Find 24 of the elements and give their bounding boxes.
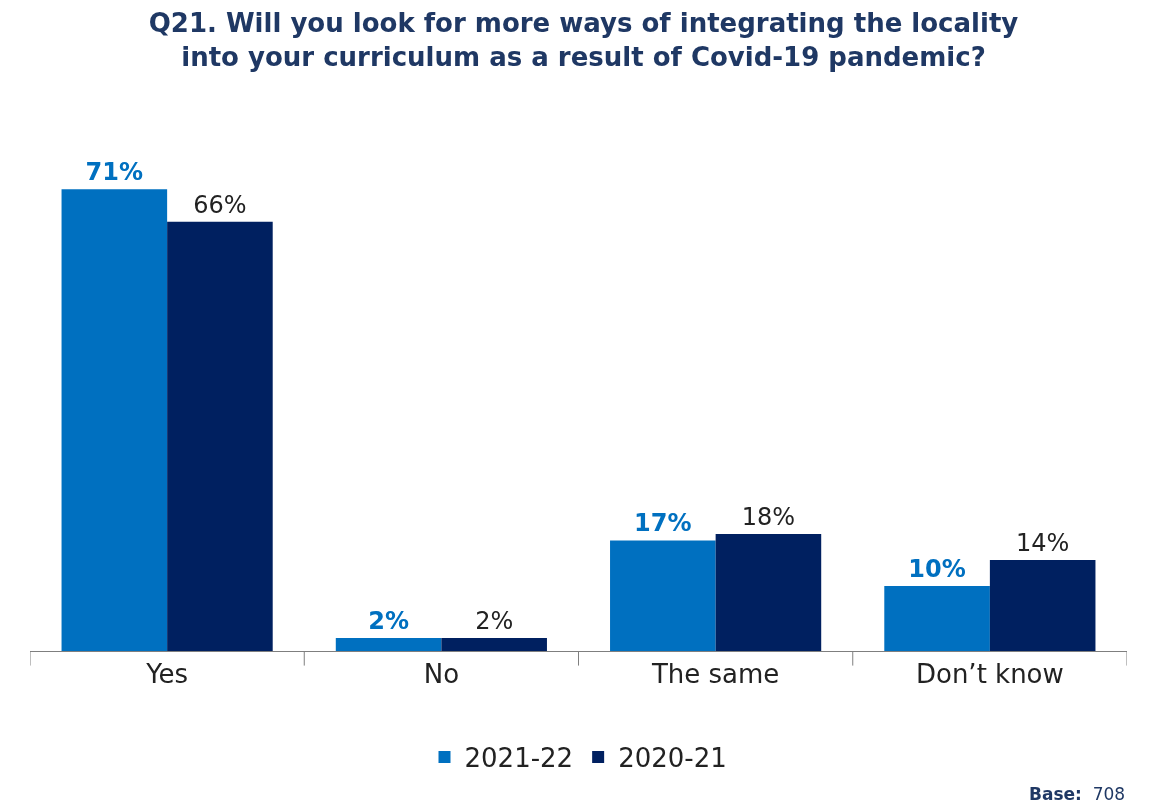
data-label: 17% <box>634 509 692 538</box>
bar <box>167 221 273 651</box>
data-label: 2% <box>475 606 514 635</box>
bar <box>610 540 716 651</box>
text: Base: 708 <box>1029 784 1126 801</box>
x-tick-label: No <box>423 659 460 690</box>
chart-title: Q21. Will you look for more ways of integrating the locality into your curriculum as a result of Covid-19 pandemic? <box>148 8 1019 72</box>
data-label: 2% <box>368 606 409 635</box>
data-label: 18% <box>741 502 796 531</box>
legend-label: 2020-21 <box>618 743 727 774</box>
data-label: 14% <box>1016 528 1070 557</box>
data-label: 10% <box>908 554 966 583</box>
x-tick-label: Yes <box>145 659 189 690</box>
data-label: 66% <box>193 190 247 219</box>
bar <box>884 585 990 651</box>
bar <box>989 559 1096 651</box>
x-tick-label: Don’t know <box>915 659 1064 690</box>
bar <box>335 637 442 651</box>
bar <box>715 533 822 651</box>
bar <box>61 189 168 651</box>
bar <box>441 637 547 651</box>
legend-label: 2021-22 <box>464 743 574 774</box>
x-tick-label: The same <box>650 659 780 690</box>
data-label: 71% <box>85 158 144 187</box>
